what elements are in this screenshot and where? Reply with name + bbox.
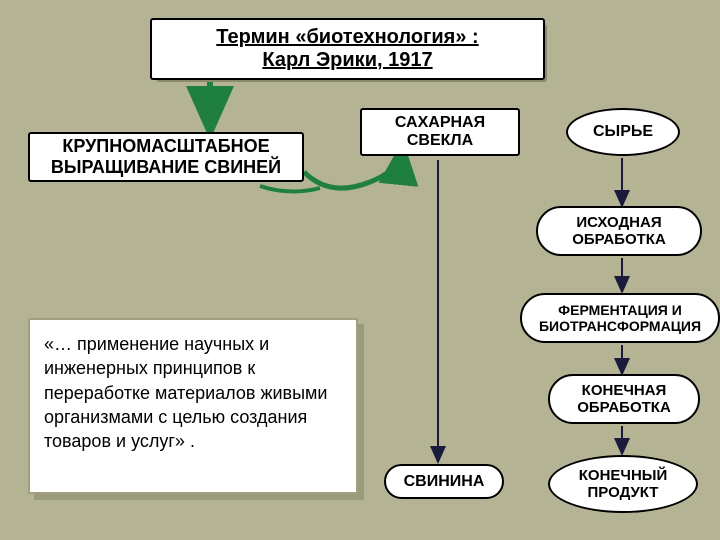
finalproc-line1: КОНЕЧНАЯ bbox=[582, 382, 667, 399]
ferment-line1: ФЕРМЕНТАЦИЯ И bbox=[558, 302, 682, 318]
ferment-line2: БИОТРАНСФОРМАЦИЯ bbox=[539, 318, 701, 334]
quote-box: «… применение научных и инженерных принц… bbox=[28, 318, 358, 494]
pigs-line1: КРУПНОМАСШТАБНОЕ bbox=[62, 136, 269, 157]
node-pigs: КРУПНОМАСШТАБНОЕ ВЫРАЩИВАНИЕ СВИНЕЙ bbox=[28, 132, 304, 182]
node-final-processing: КОНЕЧНАЯ ОБРАБОТКА bbox=[548, 374, 700, 424]
product-line1: КОНЕЧНЫЙ bbox=[579, 467, 668, 484]
arrow-pigs-to-beet-tail bbox=[260, 186, 320, 192]
node-beet: САХАРНАЯ СВЕКЛА bbox=[360, 108, 520, 156]
product-line2: ПРОДУКТ bbox=[588, 484, 659, 501]
node-final-product: КОНЕЧНЫЙ ПРОДУКТ bbox=[548, 455, 698, 513]
title-line1: Термин «биотехнология» : bbox=[216, 26, 478, 49]
quote-text: «… применение научных и инженерных принц… bbox=[44, 334, 327, 451]
initproc-line1: ИСХОДНАЯ bbox=[576, 214, 661, 231]
title-line2: Карл Эрики, 1917 bbox=[262, 49, 432, 72]
finalproc-line2: ОБРАБОТКА bbox=[577, 399, 671, 416]
beet-line1: САХАРНАЯ bbox=[395, 114, 485, 132]
pigs-line2: ВЫРАЩИВАНИЕ СВИНЕЙ bbox=[51, 157, 281, 178]
pork-label: СВИНИНА bbox=[404, 473, 485, 491]
node-initial-processing: ИСХОДНАЯ ОБРАБОТКА bbox=[536, 206, 702, 256]
node-fermentation: ФЕРМЕНТАЦИЯ И БИОТРАНСФОРМАЦИЯ bbox=[520, 293, 720, 343]
raw-label: СЫРЬЕ bbox=[593, 123, 653, 141]
node-raw: СЫРЬЕ bbox=[566, 108, 680, 156]
node-pork: СВИНИНА bbox=[384, 464, 504, 499]
beet-line2: СВЕКЛА bbox=[407, 132, 473, 150]
title-box: Термин «биотехнология» : Карл Эрики, 191… bbox=[150, 18, 545, 80]
initproc-line2: ОБРАБОТКА bbox=[572, 231, 666, 248]
